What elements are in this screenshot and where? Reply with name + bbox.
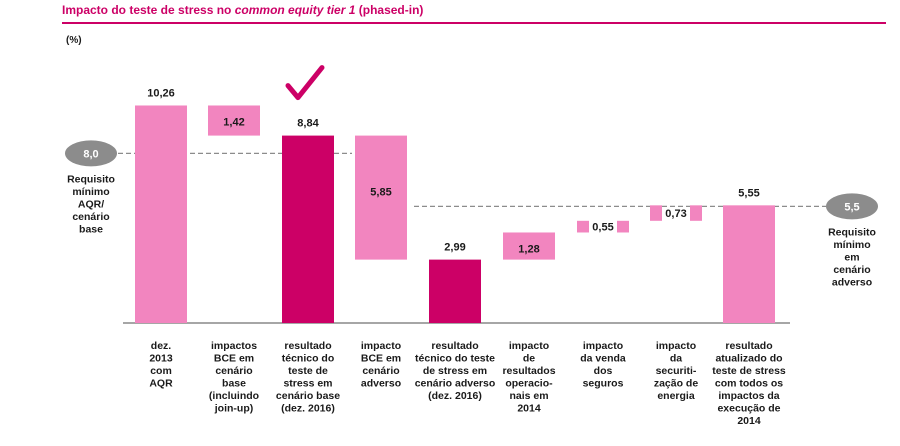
category-label-line: nais em: [509, 390, 548, 402]
data-label: 10,26: [147, 87, 175, 99]
title-suffix: (phased-in): [355, 3, 424, 17]
reference-caption-line: mínimo: [833, 239, 870, 251]
reference-caption-line: base: [79, 223, 103, 235]
category-label-line: cenário adverso: [415, 378, 496, 390]
category-label-line: da: [670, 353, 682, 365]
category-label-line: técnico do teste: [415, 353, 495, 365]
waterfall-bar-segment: [577, 220, 589, 233]
category-label-line: cenário: [362, 365, 399, 377]
waterfall-bar-segment: [690, 205, 702, 221]
category-label-line: resultado: [431, 340, 478, 352]
category-label-line: impactos da: [718, 390, 779, 402]
title-underline: [62, 22, 886, 24]
data-label: 5,55: [738, 187, 759, 199]
reference-caption-line: Requisito: [828, 226, 876, 238]
reference-value: 5,5: [844, 201, 859, 213]
category-label-line: AQR: [149, 378, 173, 390]
category-label-line: resultados: [502, 365, 555, 377]
reference-caption-line: mínimo: [72, 186, 109, 198]
category-label-line: 2014: [517, 403, 541, 415]
category-label-line: com: [150, 365, 172, 377]
waterfall-bar: [282, 135, 334, 323]
category-label-line: atualizado do: [715, 353, 782, 365]
waterfall-bar-segment: [617, 220, 629, 233]
category-label-line: teste de: [288, 365, 328, 377]
data-label: 5,85: [370, 187, 391, 199]
data-label: 1,28: [518, 243, 539, 255]
category-label-line: impacto: [656, 340, 696, 352]
category-label-line: BCE em: [361, 353, 401, 365]
waterfall-bar: [355, 135, 407, 260]
waterfall-bar-segment: [650, 205, 662, 221]
category-label-line: base: [222, 378, 246, 390]
category-label-line: execução de: [717, 403, 780, 415]
reference-caption-line: cenário: [72, 211, 109, 223]
category-label-line: securiti-: [656, 365, 697, 377]
waterfall-bar: [503, 232, 555, 260]
category-label-line: energia: [657, 390, 695, 402]
category-label-line: cenário: [215, 365, 252, 377]
category-label-line: impactos: [211, 340, 257, 352]
category-label-line: resultado: [725, 340, 772, 352]
category-label-line: dez.: [151, 340, 172, 352]
category-label-line: operacio-: [505, 378, 553, 390]
waterfall-bar: [429, 259, 481, 323]
chart-title: Impacto do teste de stress no common equ…: [62, 3, 423, 17]
waterfall-bar: [723, 205, 775, 323]
category-label-line: BCE em: [214, 353, 254, 365]
category-label-line: (incluindo: [209, 390, 259, 402]
category-label-line: 2014: [737, 415, 761, 427]
waterfall-bar: [135, 105, 187, 323]
checkmark-icon: [285, 65, 325, 101]
category-label-line: impacto: [583, 340, 623, 352]
category-label-line: 2013: [149, 353, 173, 365]
category-label-line: dos: [594, 365, 613, 377]
category-label-line: com todos os: [715, 378, 783, 390]
title-italic: common equity tier 1: [234, 3, 356, 17]
data-label: 0,55: [592, 222, 613, 234]
data-label: 2,99: [444, 242, 465, 254]
category-label-line: resultado: [284, 340, 331, 352]
category-label-line: (dez. 2016): [428, 390, 482, 402]
title-prefix: Impacto do teste de stress no: [62, 3, 235, 17]
category-label-line: seguros: [583, 378, 624, 390]
data-label: 1,42: [223, 116, 244, 128]
category-label-line: join-up): [214, 403, 253, 415]
y-unit-label: (%): [66, 35, 82, 46]
category-label-line: da venda: [580, 353, 626, 365]
category-label-line: de: [523, 353, 535, 365]
reference-value: 8,0: [83, 148, 98, 160]
category-label-line: zação de: [654, 378, 699, 390]
category-label-line: impacto: [361, 340, 401, 352]
data-label: 8,84: [297, 118, 319, 130]
waterfall-bar: [208, 105, 260, 136]
category-label-line: impacto: [509, 340, 549, 352]
category-label-line: técnico do: [282, 353, 335, 365]
category-label-line: stress em: [283, 378, 332, 390]
reference-caption-line: Requisito: [67, 173, 115, 185]
reference-caption-line: em: [844, 251, 859, 263]
reference-caption-line: cenário: [833, 264, 870, 276]
reference-caption-line: adverso: [832, 276, 872, 288]
category-label-line: cenário base: [276, 390, 340, 402]
reference-badge: [65, 140, 117, 167]
category-label-line: (dez. 2016): [281, 403, 335, 415]
reference-badge: [826, 193, 878, 220]
category-label-line: adverso: [361, 378, 401, 390]
data-label: 0,73: [665, 208, 686, 220]
category-label-line: teste de stress: [712, 365, 786, 377]
category-label-line: de stress em: [423, 365, 487, 377]
reference-caption-line: AQR/: [78, 198, 104, 210]
